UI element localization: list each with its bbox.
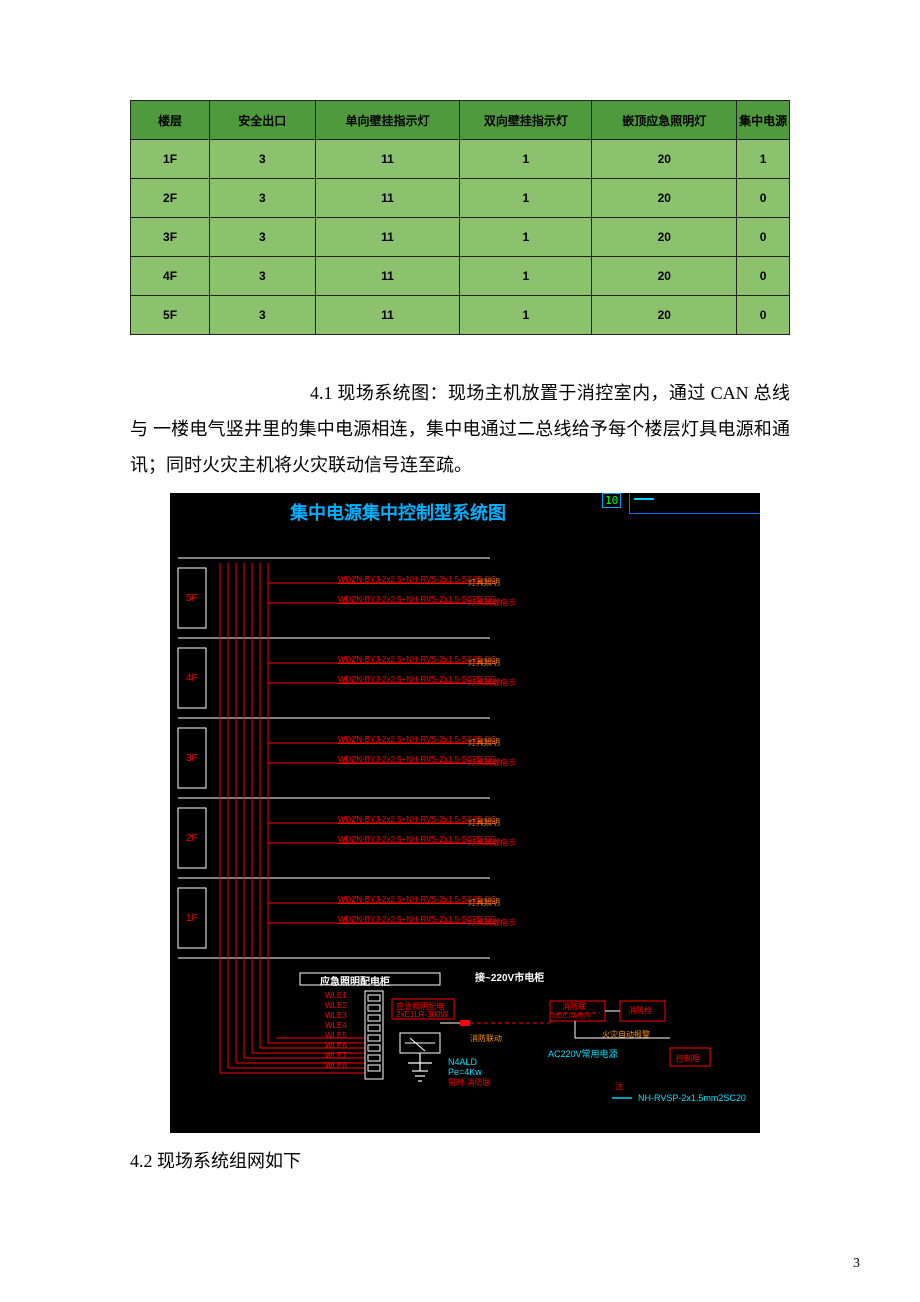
table-row: 2F3111200	[131, 179, 790, 218]
page-number: 3	[853, 1256, 860, 1272]
right-label-a: 灯具照明	[468, 577, 500, 588]
system-diagram: 10 集中电源集中控制型系统图	[170, 493, 760, 1133]
wle-label: WLE7	[325, 1051, 347, 1060]
table-row: 4F3111200	[131, 257, 790, 296]
right-label-a: 灯具照明	[468, 897, 500, 908]
na-label-area: 消防联动	[470, 1033, 502, 1044]
wle-label: WLE1	[325, 991, 347, 1000]
kx-label: 需时-消防联	[448, 1077, 491, 1088]
col-ceiling: 嵌顶应急照明灯	[592, 101, 737, 140]
wle-label: WLE5	[325, 1031, 347, 1040]
para1-line2: 一楼电气竖井里的集中电源相连，集中电通过二总线给予每个楼层灯具电源和通讯；同时火…	[130, 419, 790, 475]
pe-label: Pe=4Kw	[448, 1067, 482, 1077]
table-row: 3F3111200	[131, 218, 790, 257]
wle-label: WLE3	[325, 1011, 347, 1020]
wle-label: WLE6	[325, 1041, 347, 1050]
col-single: 单向壁挂指示灯	[315, 101, 460, 140]
r-ac: AC220V常用电源	[548, 1047, 618, 1060]
col-exit: 安全出口	[210, 101, 315, 140]
wle-label: WLE8	[325, 1061, 347, 1070]
right-label-b: 灯具疏散指示	[468, 757, 516, 768]
right-label-a: 灯具照明	[468, 657, 500, 668]
floor-label-1f: 1F	[186, 913, 198, 924]
floor-label-4f: 4F	[186, 673, 198, 684]
wle-label: WLE2	[325, 1001, 347, 1010]
floor-label-3f: 3F	[186, 753, 198, 764]
equipment-table: 楼层 安全出口 单向壁挂指示灯 双向壁挂指示灯 嵌顶应急照明灯 集中电源 1F3…	[130, 100, 790, 335]
diagram-svg	[170, 493, 760, 1133]
table-row: 1F3111201	[131, 140, 790, 179]
power-label: 接~220V市电柜	[475, 969, 544, 984]
col-floor: 楼层	[131, 101, 210, 140]
table-row: 5F3111200	[131, 296, 790, 335]
table-header-row: 楼层 安全出口 单向壁挂指示灯 双向壁挂指示灯 嵌顶应急照明灯 集中电源	[131, 101, 790, 140]
right-label-b: 灯具疏散指示	[468, 837, 516, 848]
r-fire: 火灾自动报警	[602, 1029, 650, 1040]
col-power: 集中电源	[737, 101, 790, 140]
legend-note: 注	[615, 1081, 623, 1092]
paragraph-4-2: 4.2 现场系统组网如下	[130, 1143, 790, 1179]
rbox2: 消防栓	[628, 1005, 652, 1016]
right-label-b: 灯具疏散指示	[468, 677, 516, 688]
col-double: 双向壁挂指示灯	[460, 101, 592, 140]
cabinet-note2: 2xE1LR-300W	[396, 1010, 448, 1019]
right-label-b: 灯具疏散指示	[468, 917, 516, 928]
rbox1b: 动DC-24V信号	[552, 1011, 591, 1020]
legend-cable: NH-RVSP-2x1.5mm2SC20	[638, 1093, 746, 1103]
right-label-a: 灯具照明	[468, 737, 500, 748]
floor-label-2f: 2F	[186, 833, 198, 844]
na-label: N4ALD	[448, 1057, 477, 1067]
floor-label-5f: 5F	[186, 593, 198, 604]
r-ctrl: 控制柜	[676, 1053, 700, 1064]
paragraph-4-1: 4.1 现场系统图：现场主机放置于消控室内，通过 CAN 总线与 一楼电气竖井里…	[130, 375, 790, 483]
right-label-b: 灯具疏散指示	[468, 597, 516, 608]
right-label-a: 灯具照明	[468, 817, 500, 828]
bottom-title: 应急照明配电柜	[320, 973, 390, 988]
wle-label: WLE4	[325, 1021, 347, 1030]
